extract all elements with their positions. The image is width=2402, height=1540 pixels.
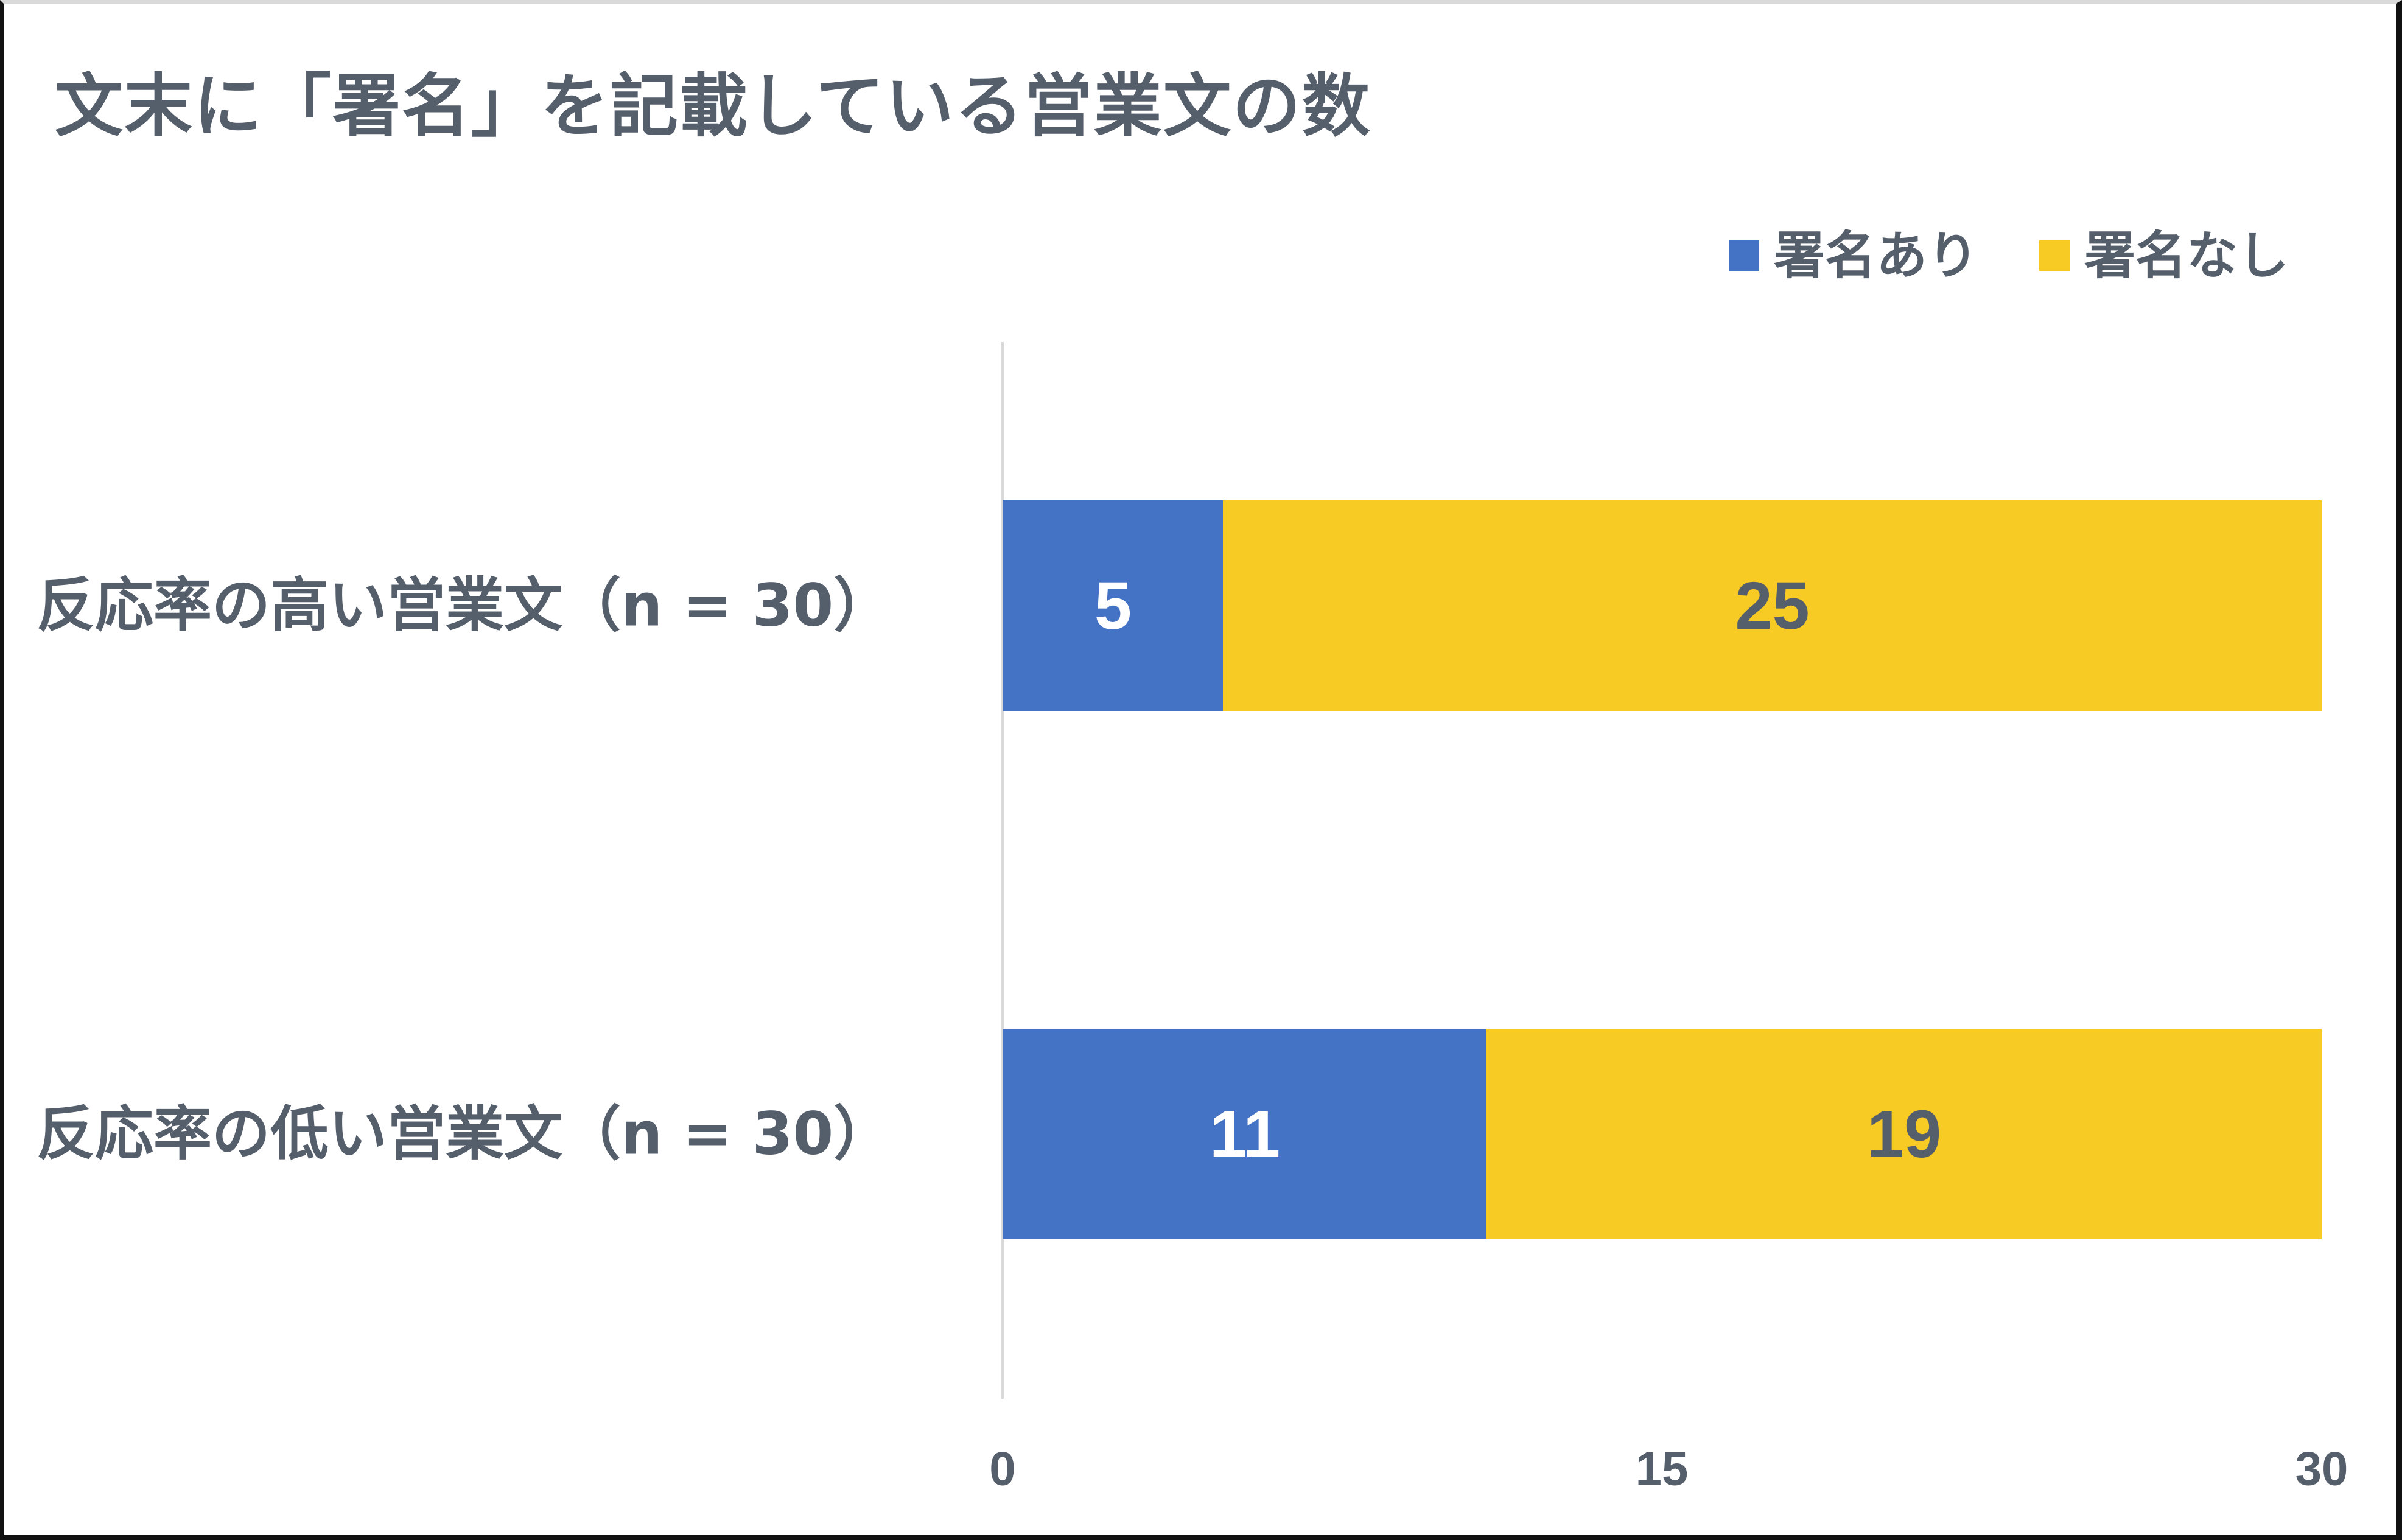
bar-high-response: 5 25 (1003, 500, 2322, 711)
category-label-low: 反応率の低い営業文（n = 30） (37, 1099, 892, 1168)
x-tick-0: 0 (989, 1441, 1016, 1496)
x-tick-30: 30 (2295, 1441, 2348, 1496)
legend-label: 署名なし (2084, 226, 2289, 285)
bar-segment-with-signature: 11 (1003, 1029, 1486, 1239)
bar-segment-without-signature: 19 (1486, 1029, 2322, 1239)
bar-low-response: 11 19 (1003, 1029, 2322, 1239)
bar-segment-without-signature: 25 (1223, 500, 2322, 711)
category-axis-line (1001, 342, 1004, 1399)
category-label-high: 反応率の高い営業文（n = 30） (37, 571, 892, 640)
legend-label: 署名あり (1774, 226, 1979, 285)
legend-item-without-signature: 署名なし (2039, 225, 2289, 287)
x-tick-15: 15 (1635, 1441, 1689, 1496)
legend: 署名あり 署名なし (1729, 225, 2350, 287)
legend-swatch-blue-icon (1729, 240, 1759, 271)
legend-item-with-signature: 署名あり (1729, 225, 1978, 287)
legend-swatch-yellow-icon (2039, 240, 2070, 271)
chart-title: 文末に「署名」を記載している営業文の数 (55, 67, 1371, 146)
bar-segment-with-signature: 5 (1003, 500, 1223, 711)
